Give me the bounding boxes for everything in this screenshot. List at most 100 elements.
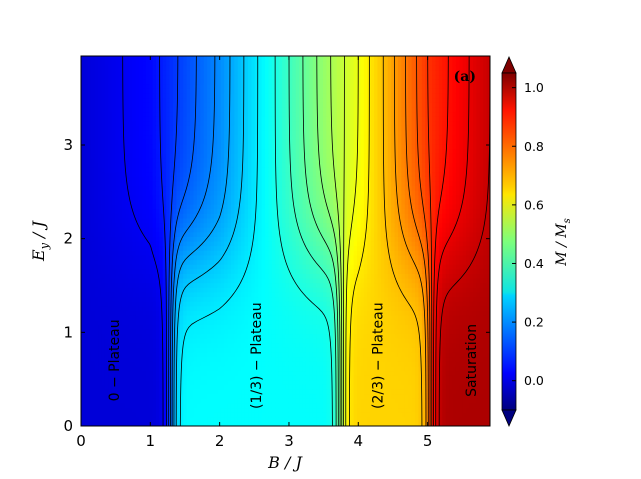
heatmap-cell — [275, 111, 280, 117]
heatmap-cell — [200, 356, 205, 362]
heatmap-cell — [155, 134, 160, 140]
heatmap-cell — [87, 111, 92, 117]
heatmap-cell — [128, 305, 133, 311]
heatmap-cell — [258, 134, 263, 140]
heatmap-cell — [121, 204, 126, 210]
heatmap-cell — [271, 139, 276, 145]
heatmap-cell — [234, 125, 239, 131]
heatmap-cell — [271, 347, 276, 353]
heatmap-cell — [275, 167, 280, 173]
heatmap-cell — [173, 190, 178, 196]
heatmap-cell — [288, 139, 293, 145]
heatmap-cell — [190, 389, 195, 395]
heatmap-cell — [220, 379, 225, 385]
heatmap-cell — [111, 412, 116, 418]
heatmap-cell — [210, 162, 215, 168]
heatmap-cell — [155, 213, 160, 219]
heatmap-cell — [108, 305, 113, 311]
heatmap-cell — [258, 180, 263, 187]
heatmap-cell — [111, 282, 116, 288]
heatmap-cell — [135, 79, 140, 85]
heatmap-cell — [220, 79, 225, 85]
heatmap-cell — [104, 199, 109, 205]
heatmap-cell — [237, 370, 242, 376]
heatmap-cell — [224, 194, 229, 200]
heatmap-cell — [292, 310, 297, 316]
heatmap-cell — [261, 398, 266, 404]
heatmap-cell — [132, 222, 137, 228]
heatmap-cell — [268, 125, 273, 131]
heatmap-cell — [210, 88, 215, 94]
heatmap-cell — [173, 65, 178, 71]
heatmap-cell — [159, 106, 164, 113]
heatmap-cell — [159, 384, 164, 390]
heatmap-cell — [125, 347, 130, 353]
heatmap-cell — [275, 143, 280, 150]
heatmap-cell — [155, 342, 160, 348]
heatmap-cell — [282, 185, 287, 191]
heatmap-cell — [186, 407, 191, 413]
heatmap-cell — [268, 116, 273, 122]
heatmap-cell — [138, 208, 143, 214]
heatmap-cell — [183, 162, 188, 168]
heatmap-cell — [138, 153, 143, 159]
heatmap-cell — [278, 245, 283, 251]
heatmap-cell — [258, 301, 263, 307]
heatmap-cell — [169, 111, 174, 117]
heatmap-cell — [125, 204, 130, 210]
heatmap-cell — [183, 393, 188, 399]
heatmap-cell — [81, 287, 86, 293]
heatmap-cell — [135, 365, 140, 372]
heatmap-cell — [285, 97, 290, 103]
heatmap-cell — [87, 88, 92, 94]
heatmap-cell — [268, 365, 273, 372]
heatmap-cell — [217, 69, 222, 76]
heatmap-cell — [224, 338, 229, 344]
heatmap-cell — [244, 213, 249, 219]
heatmap-cell — [224, 65, 229, 71]
heatmap-cell — [132, 268, 137, 274]
heatmap-cell — [115, 102, 120, 108]
heatmap-cell — [196, 93, 201, 99]
heatmap-cell — [104, 379, 109, 385]
heatmap-cell — [128, 365, 133, 372]
heatmap-cell — [169, 250, 174, 256]
heatmap-cell — [241, 190, 246, 196]
heatmap-cell — [196, 301, 201, 307]
heatmap-cell — [132, 185, 137, 191]
heatmap-cell — [159, 134, 164, 140]
heatmap-cell — [173, 347, 178, 353]
heatmap-cell — [288, 282, 293, 288]
heatmap-cell — [104, 120, 109, 126]
heatmap-cell — [135, 69, 140, 76]
heatmap-cell — [285, 254, 290, 261]
heatmap-cell — [258, 375, 263, 381]
heatmap-cell — [152, 347, 157, 353]
heatmap-cell — [108, 370, 113, 376]
heatmap-cell — [282, 393, 287, 399]
heatmap-cell — [220, 199, 225, 205]
heatmap-cell — [118, 254, 123, 261]
heatmap-cell — [261, 291, 266, 298]
heatmap-cell — [98, 208, 103, 214]
heatmap-cell — [108, 259, 113, 265]
heatmap-cell — [241, 194, 246, 200]
heatmap-cell — [227, 231, 232, 237]
heatmap-cell — [155, 282, 160, 288]
heatmap-cell — [138, 393, 143, 399]
heatmap-cell — [254, 347, 259, 353]
heatmap-cell — [196, 375, 201, 381]
heatmap-cell — [179, 278, 184, 284]
heatmap-cell — [271, 222, 276, 228]
heatmap-cell — [138, 116, 143, 122]
heatmap-cell — [193, 310, 198, 316]
heatmap-cell — [84, 199, 89, 205]
heatmap-cell — [282, 315, 287, 321]
heatmap-cell — [241, 333, 246, 339]
heatmap-cell — [149, 162, 154, 168]
heatmap-cell — [275, 65, 280, 71]
heatmap-cell — [183, 106, 188, 113]
heatmap-cell — [261, 199, 266, 205]
heatmap-cell — [251, 111, 256, 117]
heatmap-cell — [200, 361, 205, 367]
